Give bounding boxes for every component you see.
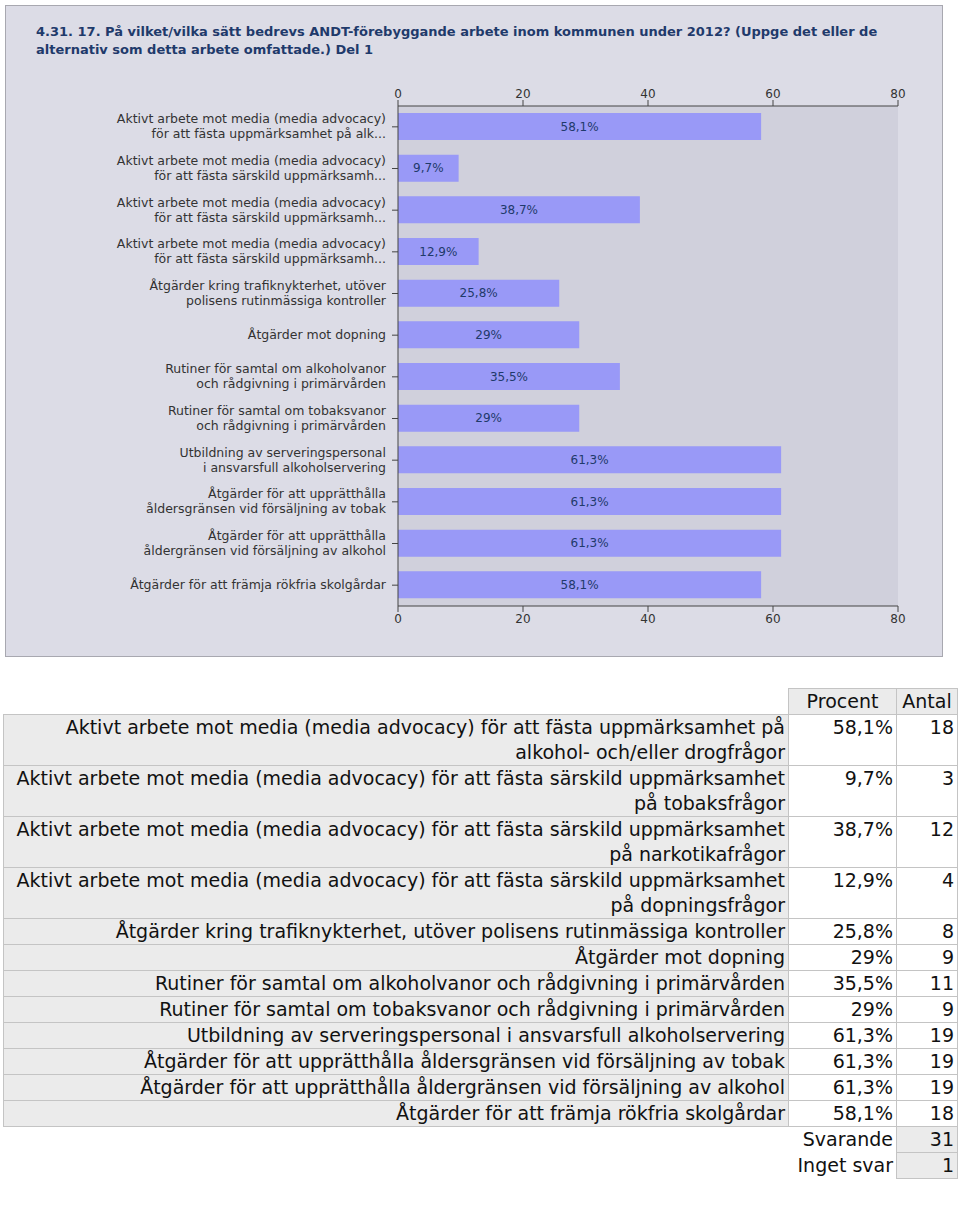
svg-text:61,3%: 61,3% [571,453,609,467]
html-text:Rutiner för samtal om tobaksva: Rutiner för samtal om tobaksvanor och rå… [159,998,785,1020]
html-text:61,3%: 61,3% [832,1076,893,1098]
html-text:4.31. 17. På vilket/vilka sätt: 4.31. 17. På vilket/vilka sätt bedrevs A… [36,24,878,57]
html-text:3: 3 [941,767,954,789]
svg-text:58,1%: 58,1% [561,120,599,134]
html-text:8: 8 [941,920,954,942]
html-text:11: 11 [929,972,954,994]
svg-text:80: 80 [890,612,905,626]
html-text:Inget svar: Inget svar [797,1153,893,1176]
svg-text:12,9%: 12,9% [419,245,457,259]
html-text:61,3%: 61,3% [832,1050,893,1072]
html-text:19: 19 [929,1050,954,1072]
html-text:18: 18 [929,716,954,738]
html-text:31: 31 [929,1128,954,1150]
html-text:1: 1 [941,1154,954,1176]
html-text:58,1%: 58,1% [832,1102,893,1124]
html-text:Procent: Procent [806,690,879,712]
svg-text:Aktivt arbete mot media (media: Aktivt arbete mot media (media advocacy)… [117,111,386,141]
html-text:Aktivt arbete mot media (media: Aktivt arbete mot media (media advocacy)… [16,767,785,814]
html-text:19: 19 [929,1024,954,1046]
html-text:12,9%: 12,9% [832,869,893,891]
html-text:29%: 29% [850,946,893,968]
svg-text:Åtgärder för att upprätthållaå: Åtgärder för att upprätthållaåldersgräns… [146,486,387,516]
svg-text:40: 40 [640,87,655,101]
svg-text:Rutiner för samtal om tobaksva: Rutiner för samtal om tobaksvanoroch råd… [168,403,387,433]
svg-text:25,8%: 25,8% [460,286,498,300]
svg-text:Aktivt arbete mot media (media: Aktivt arbete mot media (media advocacy)… [117,195,386,225]
html-text:9,7%: 9,7% [844,767,893,789]
html-text:29%: 29% [850,998,893,1020]
svg-text:61,3%: 61,3% [571,536,609,550]
svg-text:Rutiner för samtal om alkoholv: Rutiner för samtal om alkoholvanoroch rå… [165,361,387,391]
svg-text:Aktivt arbete mot media (media: Aktivt arbete mot media (media advocacy)… [117,153,386,183]
html-text:25,8%: 25,8% [832,920,893,942]
svg-text:Utbildning av serveringsperson: Utbildning av serveringspersonali ansvar… [179,445,386,475]
html-text:Rutiner för samtal om alkoholv: Rutiner för samtal om alkoholvanor och r… [155,972,785,994]
html-text:58,1%: 58,1% [832,716,893,738]
svg-text:9,7%: 9,7% [413,161,444,175]
svg-text:35,5%: 35,5% [490,370,528,384]
svg-text:Åtgärder mot dopning: Åtgärder mot dopning [248,327,386,342]
svg-text:29%: 29% [475,411,502,425]
html-text:4: 4 [941,869,954,891]
svg-text:61,3%: 61,3% [571,495,609,509]
html-text:Utbildning av serveringsperson: Utbildning av serveringspersonal i ansva… [186,1024,785,1046]
html-text:61,3%: 61,3% [832,1024,893,1046]
svg-text:80: 80 [890,87,905,101]
html-text:Åtgärder kring trafiknykterhet: Åtgärder kring trafiknykterhet, utöver p… [115,920,785,942]
html-text:19: 19 [929,1076,954,1098]
svg-text:40: 40 [640,612,655,626]
html-text:Aktivt arbete mot media (media: Aktivt arbete mot media (media advocacy)… [16,869,785,916]
html-text:Åtgärder för att upprätthålla: Åtgärder för att upprätthålla åldersgrän… [144,1050,785,1072]
svg-text:60: 60 [765,612,780,626]
svg-text:20: 20 [515,87,530,101]
svg-text:20: 20 [515,612,530,626]
html-text:Aktivt arbete mot media (media: Aktivt arbete mot media (media advocacy)… [65,716,785,763]
html-text:Åtgärder mot dopning: Åtgärder mot dopning [575,946,785,968]
html-text:18: 18 [929,1102,954,1124]
svg-text:58,1%: 58,1% [561,578,599,592]
html-text:35,5%: 35,5% [832,972,893,994]
svg-text:0: 0 [394,612,402,626]
html-text:9: 9 [941,946,954,968]
html-text:Aktivt arbete mot media (media: Aktivt arbete mot media (media advocacy)… [16,818,785,865]
svg-text:60: 60 [765,87,780,101]
svg-text:38,7%: 38,7% [500,203,538,217]
svg-text:Aktivt arbete mot media (media: Aktivt arbete mot media (media advocacy)… [117,236,386,266]
svg-text:Åtgärder för att upprätthållaå: Åtgärder för att upprätthållaåldergränse… [144,528,386,558]
html-text:38,7%: 38,7% [832,818,893,840]
html-text:9: 9 [941,998,954,1020]
svg-text:29%: 29% [475,328,502,342]
html-text:Svarande: Svarande [802,1128,893,1150]
svg-text:Åtgärder kring trafiknykterhet: Åtgärder kring trafiknykterhet, utöverpo… [150,278,387,308]
html-text:Åtgärder för att främja rökfri: Åtgärder för att främja rökfria skolgård… [396,1102,785,1124]
svg-text:Åtgärder för att främja rökfri: Åtgärder för att främja rökfria skolgård… [130,577,387,592]
html-text:Antal: Antal [902,690,952,712]
html-text:12: 12 [929,818,954,840]
html-text:Åtgärder för att upprätthålla: Åtgärder för att upprätthålla åldergräns… [140,1076,785,1098]
svg-text:0: 0 [394,87,402,101]
